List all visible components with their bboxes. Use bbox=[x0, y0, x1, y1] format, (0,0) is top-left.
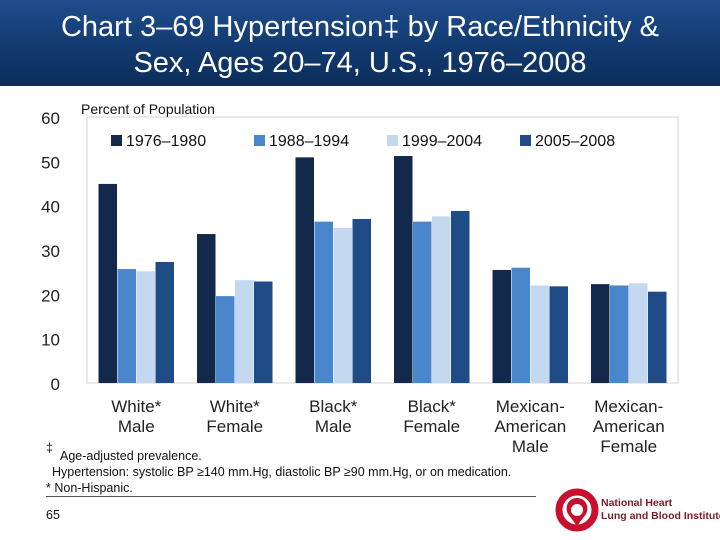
x-category-label-line: Mexican- bbox=[594, 397, 663, 416]
bar bbox=[530, 285, 549, 383]
bar bbox=[254, 281, 273, 383]
y-tick-label: 30 bbox=[41, 242, 60, 261]
y-tick-label: 40 bbox=[41, 198, 60, 217]
bar bbox=[451, 210, 470, 383]
footnote-hypertension-definition: Hypertension: systolic BP ≥140 mm.Hg, di… bbox=[52, 465, 512, 479]
legend-label: 1999–2004 bbox=[402, 133, 482, 150]
x-category-label-line: Female bbox=[403, 417, 460, 436]
legend-swatch bbox=[520, 135, 531, 146]
legend-label: 2005–2008 bbox=[535, 133, 615, 150]
x-category-label-line: Female bbox=[206, 417, 263, 436]
x-category-label-line: American bbox=[593, 417, 665, 436]
x-category-label-line: White* bbox=[210, 397, 260, 416]
chart-title-line2: Sex, Ages 20–74, U.S., 1976–2008 bbox=[133, 47, 587, 79]
x-category-label-line: Female bbox=[600, 437, 657, 456]
logo-text-line2: Lung and Blood Institute bbox=[601, 510, 720, 522]
bar-chart: 0 10 20 30 40 50 60 Percent of Population 1976–1… bbox=[41, 101, 679, 456]
bar bbox=[413, 221, 432, 383]
x-category-label: Mexican-American Female bbox=[593, 397, 665, 456]
legend-swatch bbox=[254, 135, 265, 146]
x-category-label-line: Male bbox=[315, 417, 352, 436]
chart-title-line1: Chart 3–69 Hypertension‡ by Race/Ethnici… bbox=[60, 11, 660, 43]
x-category-label-line: Male bbox=[512, 437, 549, 456]
x-category-label-line: Male bbox=[118, 417, 155, 436]
bar bbox=[591, 284, 610, 383]
x-category-label: Black* Male bbox=[309, 397, 358, 436]
legend-swatch bbox=[387, 135, 398, 146]
x-category-label: Mexican-American Male bbox=[494, 397, 566, 456]
bar bbox=[295, 157, 314, 383]
x-category-label-line: Black* bbox=[408, 397, 457, 416]
y-tick-label: 60 bbox=[41, 109, 60, 128]
plot-area-frame bbox=[86, 116, 679, 384]
logo-text-line1: National Heart bbox=[601, 497, 673, 509]
y-axis-label: Percent of Population bbox=[81, 101, 215, 117]
bar bbox=[629, 283, 648, 383]
x-category-label: Black* Female bbox=[403, 397, 460, 436]
bar bbox=[511, 267, 530, 383]
bar bbox=[136, 271, 155, 383]
bar bbox=[394, 156, 413, 383]
x-category-label: White* Male bbox=[111, 397, 161, 436]
y-tick-label: 50 bbox=[41, 153, 60, 172]
x-category-label-line: Black* bbox=[309, 397, 358, 416]
legend-swatch bbox=[111, 135, 122, 146]
bar bbox=[352, 218, 371, 383]
bar bbox=[314, 221, 333, 383]
bar bbox=[492, 269, 511, 383]
bar bbox=[155, 261, 174, 383]
title-bar: Chart 3–69 Hypertension‡ by Race/Ethnici… bbox=[0, 0, 720, 86]
page-number: 65 bbox=[46, 508, 60, 522]
y-tick-label: 0 bbox=[51, 375, 60, 394]
bar bbox=[432, 216, 451, 383]
bar bbox=[197, 234, 216, 383]
footnote-non-hispanic: * Non-Hispanic. bbox=[46, 481, 133, 495]
bar bbox=[333, 227, 352, 383]
nhlbi-logo: National Heart Lung and Blood Institute bbox=[555, 488, 720, 534]
footnote-dagger-mark: ‡ bbox=[46, 441, 53, 455]
bar bbox=[98, 183, 117, 383]
legend-label: 1988–1994 bbox=[269, 133, 349, 150]
bar bbox=[549, 286, 568, 383]
nhlbi-heart-icon bbox=[555, 488, 599, 532]
bar bbox=[610, 285, 629, 383]
legend-label: 1976–1980 bbox=[126, 133, 206, 150]
bar bbox=[648, 291, 667, 383]
bar bbox=[216, 296, 235, 383]
bar bbox=[117, 269, 136, 383]
footnote-dagger-text: Age-adjusted prevalence. bbox=[60, 449, 202, 463]
y-tick-label: 10 bbox=[41, 331, 60, 350]
y-tick-label: 20 bbox=[41, 286, 60, 305]
x-category-label: White* Female bbox=[206, 397, 263, 436]
x-category-label-line: White* bbox=[111, 397, 161, 416]
x-category-label-line: Mexican- bbox=[496, 397, 565, 416]
footnote-divider bbox=[46, 496, 536, 497]
bar bbox=[235, 280, 254, 383]
x-category-label-line: American bbox=[494, 417, 566, 436]
